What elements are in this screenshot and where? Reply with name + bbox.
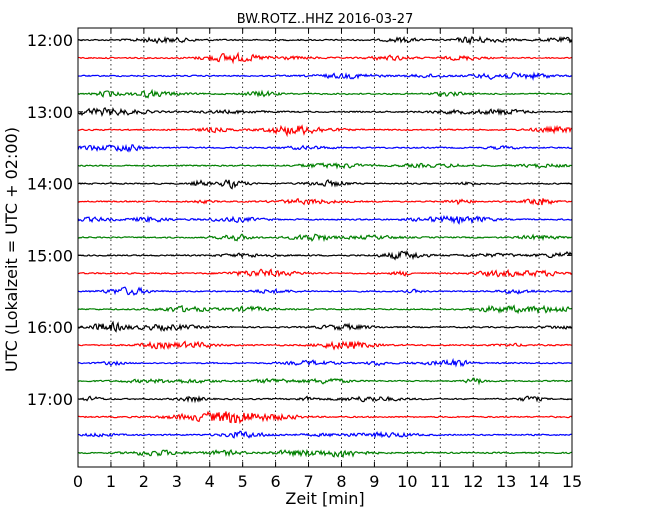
x-tick-label: 4 [205, 472, 215, 491]
seismogram-trace [77, 197, 573, 206]
x-tick-label: 14 [529, 472, 549, 491]
seismogram-trace [77, 268, 573, 278]
y-tick-label: 17:00 [27, 390, 73, 409]
x-tick-label: 12 [463, 472, 483, 491]
x-tick-label: 5 [238, 472, 248, 491]
trace-group [77, 35, 573, 459]
seismogram-trace [77, 51, 573, 65]
x-tick-label: 10 [397, 472, 417, 491]
seismogram-trace [77, 162, 573, 170]
y-tick-label: 13:00 [27, 103, 73, 122]
grid-lines [110, 28, 540, 467]
seismogram-trace [77, 249, 573, 261]
x-tick-label: 2 [139, 472, 149, 491]
seismogram-trace [77, 286, 573, 296]
y-tick-label: 15:00 [27, 246, 73, 265]
y-tick-label: 16:00 [27, 318, 73, 337]
y-axis: 12:00 13:00 14:00 15:00 16:00 17:00 [27, 31, 572, 409]
y-axis-label: UTC (Lokalzeit = UTC + 02:00) [2, 127, 21, 372]
seismogram-trace [77, 124, 573, 138]
y-tick-label: 14:00 [27, 175, 73, 194]
chart-title: BW.ROTZ..HHZ 2016-03-27 [237, 12, 413, 27]
seismogram-trace [77, 88, 573, 99]
seismogram-trace [77, 179, 573, 190]
x-tick-label: 11 [430, 472, 450, 491]
x-tick-label: 8 [336, 472, 346, 491]
seismogram-trace [77, 430, 573, 439]
seismogram-trace [77, 410, 573, 425]
x-tick-label: 3 [172, 472, 182, 491]
seismogram-trace [77, 357, 573, 368]
seismogram-trace [77, 448, 573, 459]
seismogram-trace [77, 395, 573, 404]
seismogram-trace [77, 35, 573, 46]
plot-frame [77, 27, 573, 468]
x-tick-label: 9 [369, 472, 379, 491]
seismogram-trace [77, 106, 572, 117]
seismogram-trace [77, 71, 573, 81]
seismogram-trace [77, 143, 573, 153]
x-axis: 0 1 2 3 4 5 6 7 8 9 10 11 12 13 14 15 [73, 28, 582, 491]
x-tick-label: 0 [73, 472, 83, 491]
x-axis-label: Zeit [min] [285, 489, 364, 508]
x-tick-label: 1 [106, 472, 116, 491]
seismogram-trace [77, 233, 573, 243]
x-tick-label: 6 [271, 472, 281, 491]
x-tick-label: 15 [562, 472, 582, 491]
seismogram-trace [77, 320, 573, 333]
seismogram-trace [77, 377, 573, 386]
seismogram-trace [77, 304, 573, 315]
x-tick-label: 13 [496, 472, 516, 491]
x-tick-label: 7 [303, 472, 313, 491]
seismogram-trace [77, 340, 573, 351]
seismogram-trace [77, 214, 573, 225]
y-tick-label: 12:00 [27, 31, 73, 50]
